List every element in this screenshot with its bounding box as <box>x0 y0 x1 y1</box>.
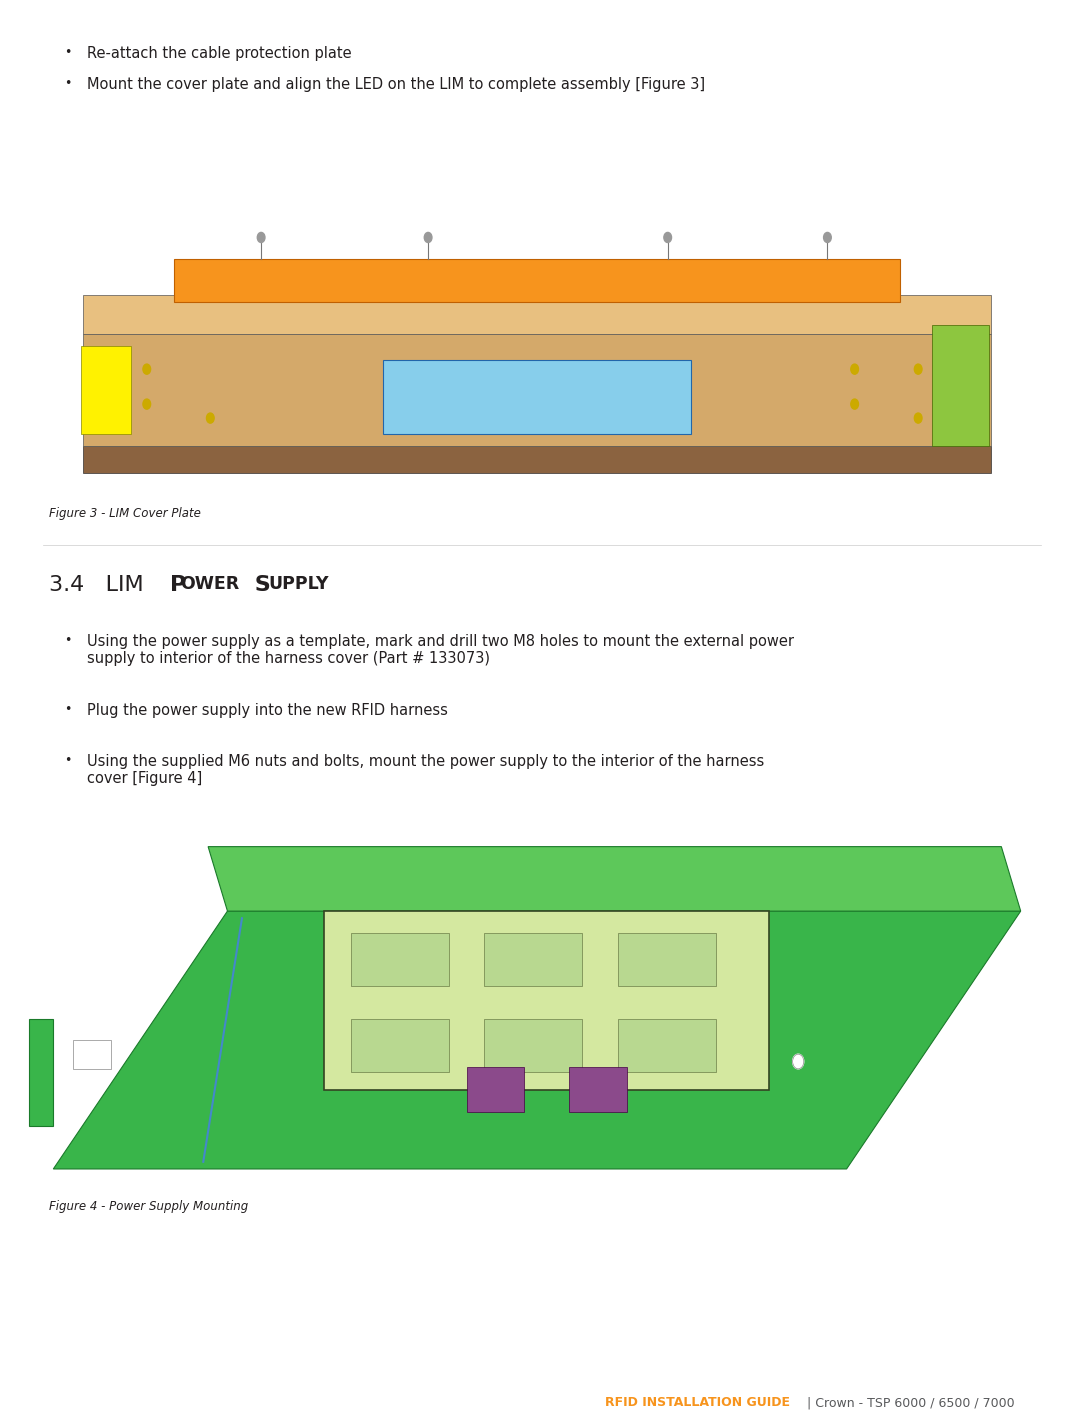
Text: Figure 3 - LIM Cover Plate: Figure 3 - LIM Cover Plate <box>49 507 201 520</box>
Circle shape <box>206 413 215 423</box>
Polygon shape <box>83 446 991 473</box>
Text: •: • <box>65 77 72 90</box>
Circle shape <box>424 233 431 243</box>
FancyBboxPatch shape <box>324 911 770 1090</box>
Circle shape <box>914 413 922 423</box>
FancyBboxPatch shape <box>618 1018 715 1072</box>
Circle shape <box>792 1054 803 1068</box>
Polygon shape <box>83 294 991 334</box>
FancyBboxPatch shape <box>466 1067 525 1111</box>
Text: RFID INSTALLATION GUIDE: RFID INSTALLATION GUIDE <box>605 1397 790 1409</box>
Text: •: • <box>65 703 72 715</box>
Text: •: • <box>65 754 72 767</box>
FancyBboxPatch shape <box>618 932 715 987</box>
Text: Mount the cover plate and align the LED on the LIM to complete assembly [Figure : Mount the cover plate and align the LED … <box>87 77 705 93</box>
Circle shape <box>914 364 922 374</box>
Circle shape <box>851 364 859 374</box>
Text: 3.4   LIM: 3.4 LIM <box>49 575 151 595</box>
FancyBboxPatch shape <box>43 778 1041 1185</box>
Polygon shape <box>53 911 1021 1170</box>
Circle shape <box>143 364 151 374</box>
Text: OWER: OWER <box>180 575 240 594</box>
Text: P: P <box>170 575 186 595</box>
FancyBboxPatch shape <box>43 104 1041 493</box>
FancyBboxPatch shape <box>175 258 900 301</box>
Circle shape <box>824 233 831 243</box>
Text: •: • <box>65 46 72 59</box>
Text: •: • <box>65 634 72 647</box>
FancyBboxPatch shape <box>932 324 989 446</box>
Circle shape <box>257 233 264 243</box>
Text: Re-attach the cable protection plate: Re-attach the cable protection plate <box>87 46 351 61</box>
Polygon shape <box>208 847 1021 911</box>
FancyBboxPatch shape <box>569 1067 627 1111</box>
FancyBboxPatch shape <box>351 932 449 987</box>
FancyBboxPatch shape <box>485 1018 582 1072</box>
FancyBboxPatch shape <box>485 932 582 987</box>
FancyBboxPatch shape <box>73 1040 112 1068</box>
Circle shape <box>663 233 671 243</box>
FancyBboxPatch shape <box>383 360 692 434</box>
FancyBboxPatch shape <box>351 1018 449 1072</box>
Text: S: S <box>247 575 271 595</box>
Text: Figure 4 - Power Supply Mounting: Figure 4 - Power Supply Mounting <box>49 1200 248 1212</box>
Text: Using the supplied M6 nuts and bolts, mount the power supply to the interior of : Using the supplied M6 nuts and bolts, mo… <box>87 754 764 787</box>
FancyBboxPatch shape <box>83 334 991 446</box>
Polygon shape <box>29 1018 53 1127</box>
Text: Using the power supply as a template, mark and drill two M8 holes to mount the e: Using the power supply as a template, ma… <box>87 634 793 667</box>
Circle shape <box>143 398 151 410</box>
Text: Plug the power supply into the new RFID harness: Plug the power supply into the new RFID … <box>87 703 448 718</box>
Text: UPPLY: UPPLY <box>269 575 330 594</box>
Text: | Crown - TSP 6000 / 6500 / 7000: | Crown - TSP 6000 / 6500 / 7000 <box>803 1397 1015 1409</box>
Circle shape <box>851 398 859 410</box>
FancyBboxPatch shape <box>81 346 131 434</box>
